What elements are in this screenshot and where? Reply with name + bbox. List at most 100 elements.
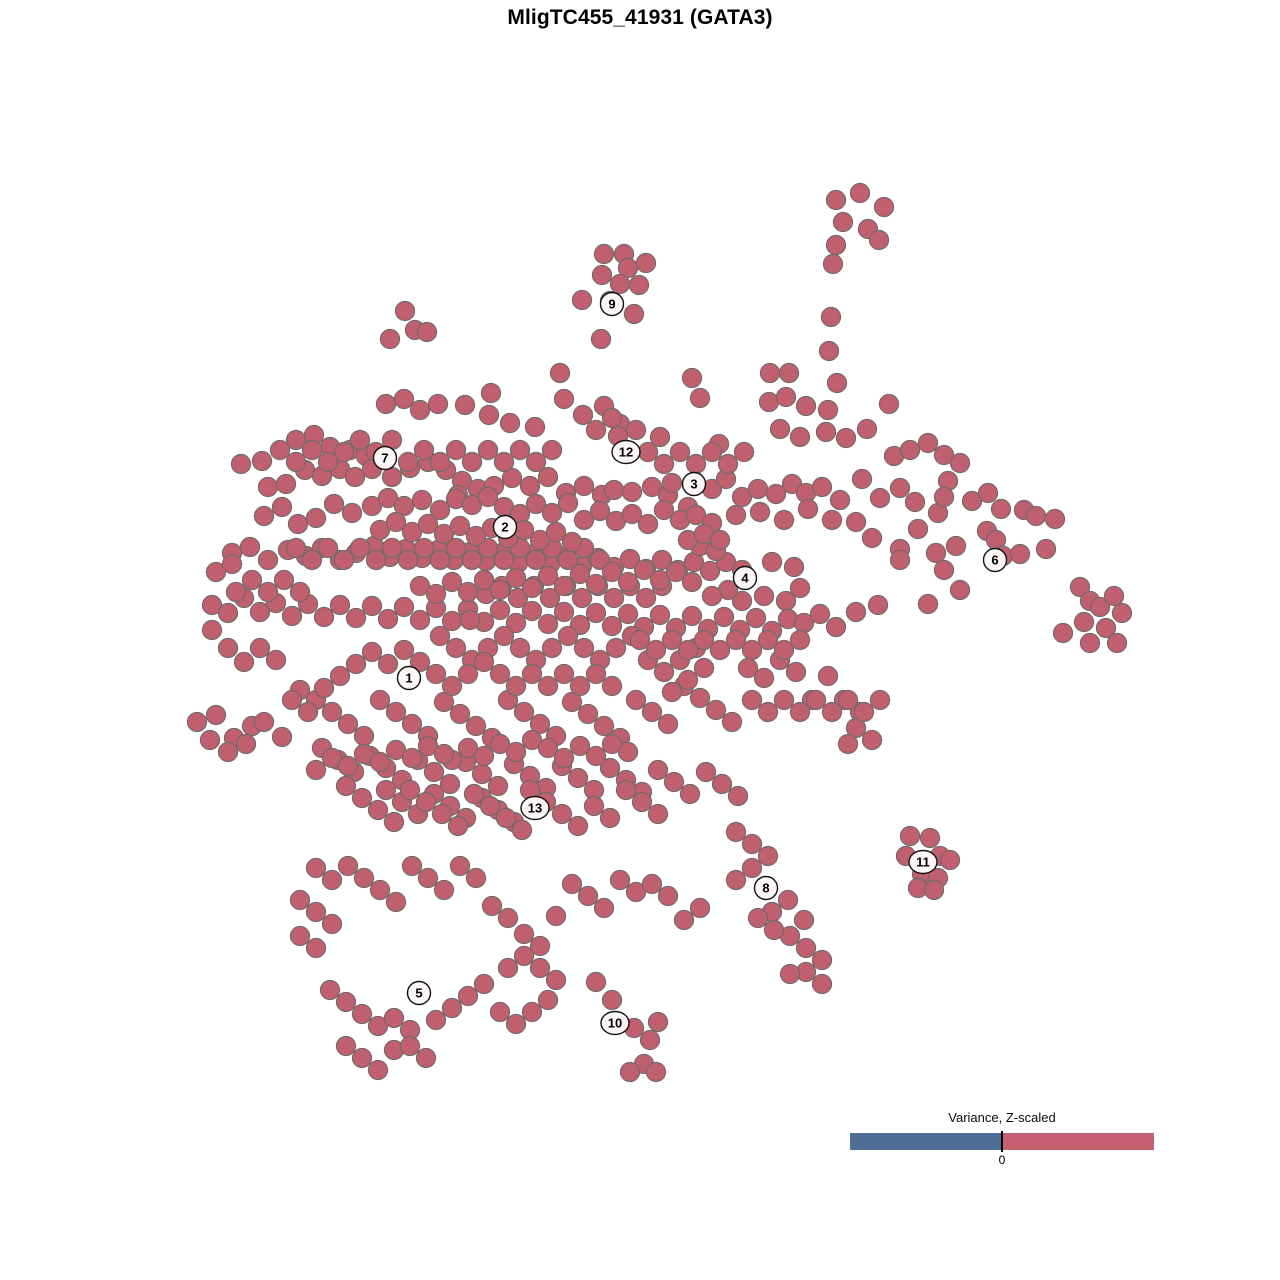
- data-point[interactable]: [1069, 576, 1091, 598]
- data-point[interactable]: [289, 581, 311, 603]
- data-point[interactable]: [367, 1059, 389, 1081]
- data-point[interactable]: [529, 935, 551, 957]
- data-point[interactable]: [351, 1047, 373, 1069]
- data-point[interactable]: [663, 771, 685, 793]
- data-point[interactable]: [590, 328, 612, 350]
- data-point[interactable]: [233, 651, 255, 673]
- data-point[interactable]: [507, 587, 529, 609]
- data-point[interactable]: [1095, 617, 1117, 639]
- data-point[interactable]: [753, 667, 775, 689]
- data-point[interactable]: [505, 675, 527, 697]
- data-point[interactable]: [869, 689, 891, 711]
- data-point[interactable]: [661, 681, 683, 703]
- data-point[interactable]: [337, 713, 359, 735]
- data-point[interactable]: [845, 511, 867, 533]
- data-point[interactable]: [593, 243, 615, 265]
- data-point[interactable]: [289, 889, 311, 911]
- data-point[interactable]: [795, 937, 817, 959]
- data-point[interactable]: [731, 590, 753, 612]
- data-point[interactable]: [487, 775, 509, 797]
- data-point[interactable]: [351, 787, 373, 809]
- data-point[interactable]: [653, 499, 675, 521]
- data-point[interactable]: [878, 393, 900, 415]
- data-point[interactable]: [489, 1001, 511, 1023]
- data-point[interactable]: [573, 637, 595, 659]
- data-point[interactable]: [287, 513, 309, 535]
- data-point[interactable]: [725, 821, 747, 843]
- data-point[interactable]: [393, 639, 415, 661]
- data-point[interactable]: [789, 577, 811, 599]
- data-point[interactable]: [539, 587, 561, 609]
- data-point[interactable]: [889, 477, 911, 499]
- data-point[interactable]: [835, 427, 857, 449]
- data-point[interactable]: [601, 733, 623, 755]
- data-point[interactable]: [845, 601, 867, 623]
- data-point[interactable]: [757, 701, 779, 723]
- data-point[interactable]: [375, 393, 397, 415]
- data-point[interactable]: [761, 551, 783, 573]
- data-point[interactable]: [553, 601, 575, 623]
- data-point[interactable]: [201, 619, 223, 641]
- data-point[interactable]: [757, 629, 779, 651]
- data-point[interactable]: [749, 501, 771, 523]
- data-point[interactable]: [425, 1009, 447, 1031]
- data-point[interactable]: [818, 340, 840, 362]
- data-point[interactable]: [429, 625, 451, 647]
- data-point[interactable]: [601, 989, 623, 1011]
- data-point[interactable]: [367, 799, 389, 821]
- data-point[interactable]: [917, 432, 939, 454]
- data-point[interactable]: [599, 807, 621, 829]
- data-point[interactable]: [353, 725, 375, 747]
- data-point[interactable]: [645, 1061, 667, 1083]
- data-point[interactable]: [493, 451, 515, 473]
- data-point[interactable]: [529, 529, 551, 551]
- data-point[interactable]: [319, 979, 341, 1001]
- data-point[interactable]: [797, 498, 819, 520]
- data-point[interactable]: [337, 755, 359, 777]
- data-point[interactable]: [617, 741, 639, 763]
- data-point[interactable]: [393, 596, 415, 618]
- data-point[interactable]: [845, 717, 867, 739]
- cluster-label-3[interactable]: 3: [681, 471, 707, 497]
- data-point[interactable]: [811, 476, 833, 498]
- data-point[interactable]: [601, 675, 623, 697]
- data-point[interactable]: [201, 594, 223, 616]
- data-point[interactable]: [653, 453, 675, 475]
- data-point[interactable]: [425, 583, 447, 605]
- data-point[interactable]: [657, 713, 679, 735]
- data-point[interactable]: [501, 467, 523, 489]
- data-point[interactable]: [461, 549, 483, 571]
- data-point[interactable]: [689, 897, 711, 919]
- data-point[interactable]: [837, 733, 859, 755]
- data-point[interactable]: [377, 608, 399, 630]
- cluster-label-11[interactable]: 11: [908, 849, 938, 875]
- cluster-label-10[interactable]: 10: [600, 1010, 630, 1036]
- data-point[interactable]: [583, 795, 605, 817]
- data-point[interactable]: [385, 701, 407, 723]
- data-point[interactable]: [923, 879, 945, 901]
- data-point[interactable]: [369, 751, 391, 773]
- data-point[interactable]: [415, 791, 437, 813]
- data-point[interactable]: [513, 923, 535, 945]
- data-point[interactable]: [677, 639, 699, 661]
- data-point[interactable]: [301, 439, 323, 461]
- cluster-label-8[interactable]: 8: [753, 875, 779, 901]
- data-point[interactable]: [553, 747, 575, 769]
- data-point[interactable]: [601, 407, 623, 429]
- data-point[interactable]: [271, 726, 293, 748]
- data-point[interactable]: [401, 521, 423, 543]
- data-point[interactable]: [349, 537, 371, 559]
- data-point[interactable]: [585, 602, 607, 624]
- data-point[interactable]: [509, 637, 531, 659]
- data-point[interactable]: [601, 615, 623, 637]
- data-point[interactable]: [335, 1035, 357, 1057]
- data-point[interactable]: [677, 669, 699, 691]
- data-point[interactable]: [493, 549, 515, 571]
- data-point[interactable]: [457, 663, 479, 685]
- data-point[interactable]: [353, 867, 375, 889]
- data-point[interactable]: [861, 527, 883, 549]
- data-point[interactable]: [603, 479, 625, 501]
- data-point[interactable]: [904, 491, 926, 513]
- data-point[interactable]: [401, 747, 423, 769]
- data-point[interactable]: [449, 703, 471, 725]
